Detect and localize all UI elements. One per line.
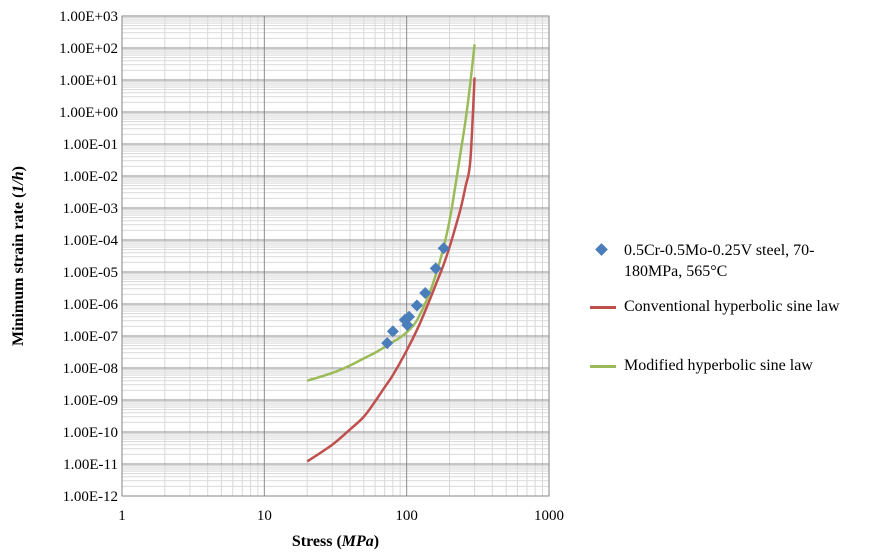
y-tick-label: 1.00E-01 bbox=[63, 137, 118, 153]
series-line-2 bbox=[306, 44, 476, 382]
y-tick-label: 1.00E-08 bbox=[63, 361, 118, 377]
y-tick-label: 1.00E-05 bbox=[63, 265, 118, 281]
data-point-diamond bbox=[429, 262, 442, 275]
y-tick-label: 1.00E-04 bbox=[63, 233, 119, 249]
data-point-diamond bbox=[386, 325, 399, 338]
x-axis-label: Stress (MPa) bbox=[292, 533, 379, 550]
legend-item-experimental: 0.5Cr-0.5Mo-0.25V steel, 70- 180MPa, 565… bbox=[590, 240, 875, 282]
y-tick-label: 1.00E-12 bbox=[63, 489, 118, 505]
series-line-1 bbox=[306, 77, 476, 463]
y-axis-label-close: ) bbox=[10, 166, 27, 171]
legend-marker-diamond-icon bbox=[595, 243, 608, 256]
y-tick-label: 1.00E+01 bbox=[59, 73, 118, 89]
y-axis-label-text: Minimum strain rate ( bbox=[10, 193, 27, 346]
x-tick-label: 10 bbox=[257, 508, 272, 524]
legend-line-red-icon bbox=[590, 306, 616, 309]
y-tick-labels: 1.00E-12 1.00E-11 1.00E-10 1.00E-09 1.00E-08… bbox=[59, 9, 118, 505]
minor-gridlines bbox=[122, 16, 549, 496]
y-axis-label: Minimum strain rate (1/h) bbox=[10, 166, 27, 346]
data-point-diamond bbox=[403, 310, 416, 323]
x-axis-label-close: ) bbox=[374, 533, 379, 550]
plot-area bbox=[122, 16, 549, 496]
y-tick-label: 1.00E+00 bbox=[59, 105, 118, 121]
y-tick-label: 1.00E-07 bbox=[63, 329, 119, 345]
y-tick-label: 1.00E-09 bbox=[63, 393, 118, 409]
y-tick-label: 1.00E-10 bbox=[63, 425, 118, 441]
y-tick-label: 1.00E-03 bbox=[63, 201, 118, 217]
legend-item-conventional: Conventional hyperbolic sine law bbox=[590, 296, 875, 317]
x-tick-label: 1000 bbox=[534, 508, 564, 524]
y-tick-label: 1.00E+03 bbox=[59, 9, 118, 25]
data-point-diamond bbox=[410, 299, 423, 312]
x-axis-label-text: Stress ( bbox=[292, 533, 342, 550]
data-point-diamond bbox=[381, 337, 394, 350]
legend-label-experimental-line2: 180MPa, 565°C bbox=[624, 263, 728, 280]
series-layer bbox=[306, 44, 476, 463]
y-tick-label: 1.00E-02 bbox=[63, 169, 118, 185]
data-point-diamond bbox=[401, 319, 414, 332]
x-axis-label-unit: MPa bbox=[341, 533, 374, 550]
legend-label-experimental-line1: 0.5Cr-0.5Mo-0.25V steel, 70- bbox=[624, 242, 815, 259]
y-tick-label: 1.00E-06 bbox=[63, 297, 119, 313]
x-tick-label: 100 bbox=[395, 508, 418, 524]
plot-frame bbox=[121, 15, 550, 497]
y-axis-label-unit: 1/h bbox=[10, 171, 27, 192]
legend-item-modified: Modified hyperbolic sine law bbox=[590, 355, 875, 376]
legend: 0.5Cr-0.5Mo-0.25V steel, 70- 180MPa, 565… bbox=[590, 240, 875, 376]
x-tick-labels: 1 10 100 1000 bbox=[118, 508, 564, 524]
data-point-diamond bbox=[419, 287, 432, 300]
x-tick-label: 1 bbox=[118, 508, 126, 524]
legend-label-conventional: Conventional hyperbolic sine law bbox=[624, 298, 840, 315]
legend-label-modified: Modified hyperbolic sine law bbox=[624, 357, 813, 374]
y-tick-label: 1.00E+02 bbox=[59, 41, 118, 57]
data-point-diamond bbox=[437, 242, 450, 255]
y-tick-label: 1.00E-11 bbox=[63, 457, 118, 473]
legend-line-green-icon bbox=[590, 365, 616, 368]
